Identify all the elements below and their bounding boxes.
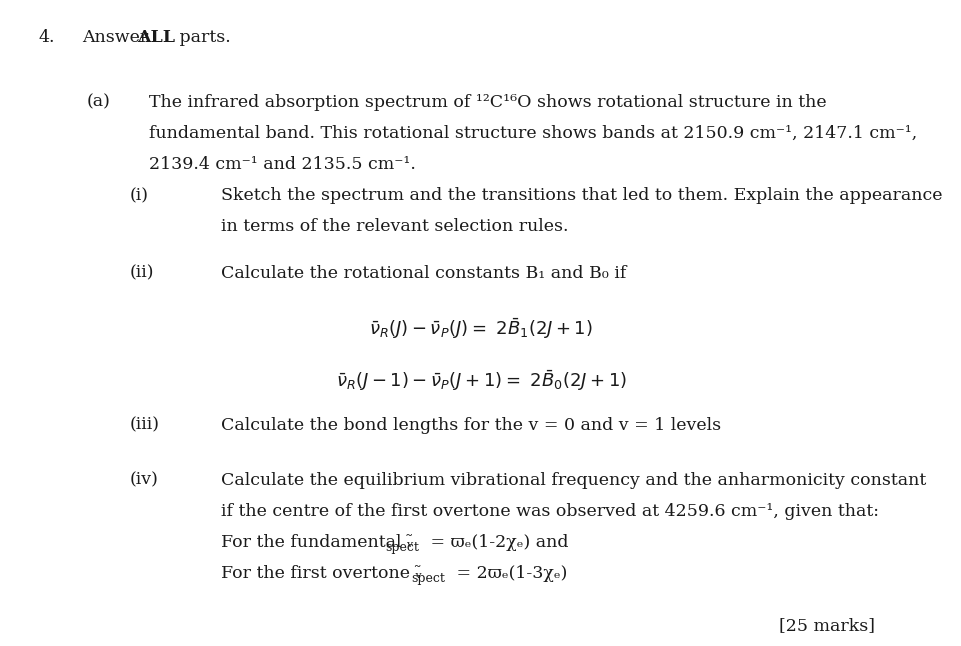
Text: (ii): (ii) <box>130 265 154 282</box>
Text: ALL: ALL <box>137 29 176 46</box>
Text: = 2ϖₑ(1-3χₑ): = 2ϖₑ(1-3χₑ) <box>451 565 567 581</box>
Text: (iv): (iv) <box>130 472 159 488</box>
Text: 4.: 4. <box>38 29 55 46</box>
Text: [25 marks]: [25 marks] <box>778 617 875 634</box>
Text: $\bar{\nu}_R(J-1) - \bar{\nu}_P(J+1) = \ 2\bar{B}_0(2J+1)$: $\bar{\nu}_R(J-1) - \bar{\nu}_P(J+1) = \… <box>335 368 626 393</box>
Text: Calculate the equilibrium vibrational frequency and the anharmonicity constant: Calculate the equilibrium vibrational fr… <box>221 472 925 488</box>
Text: fundamental band. This rotational structure shows bands at 2150.9 cm⁻¹, 2147.1 c: fundamental band. This rotational struct… <box>149 125 917 141</box>
Text: (a): (a) <box>86 94 111 110</box>
Text: $\bar{\nu}_R(J) - \bar{\nu}_P(J) = \ 2\bar{B}_1(2J+1)$: $\bar{\nu}_R(J) - \bar{\nu}_P(J) = \ 2\b… <box>369 317 592 341</box>
Text: For the first overtone ᵥ̃: For the first overtone ᵥ̃ <box>221 565 422 581</box>
Text: (i): (i) <box>130 187 149 204</box>
Text: if the centre of the first overtone was observed at 4259.6 cm⁻¹, given that:: if the centre of the first overtone was … <box>221 503 878 519</box>
Text: Calculate the bond lengths for the v = 0 and v = 1 levels: Calculate the bond lengths for the v = 0… <box>221 417 721 433</box>
Text: in terms of the relevant selection rules.: in terms of the relevant selection rules… <box>221 218 568 235</box>
Text: Calculate the rotational constants B₁ and B₀ if: Calculate the rotational constants B₁ an… <box>221 265 626 282</box>
Text: 2139.4 cm⁻¹ and 2135.5 cm⁻¹.: 2139.4 cm⁻¹ and 2135.5 cm⁻¹. <box>149 156 415 172</box>
Text: For the fundamental ᵥ̃: For the fundamental ᵥ̃ <box>221 534 413 550</box>
Text: Sketch the spectrum and the transitions that led to them. Explain the appearance: Sketch the spectrum and the transitions … <box>221 187 942 204</box>
Text: The infrared absorption spectrum of ¹²C¹⁶O shows rotational structure in the: The infrared absorption spectrum of ¹²C¹… <box>149 94 825 110</box>
Text: parts.: parts. <box>174 29 231 46</box>
Text: Answer: Answer <box>82 29 154 46</box>
Text: spect: spect <box>410 572 444 585</box>
Text: spect: spect <box>384 541 418 554</box>
Text: = ϖₑ(1-2χₑ) and: = ϖₑ(1-2χₑ) and <box>425 534 568 550</box>
Text: (iii): (iii) <box>130 417 160 433</box>
